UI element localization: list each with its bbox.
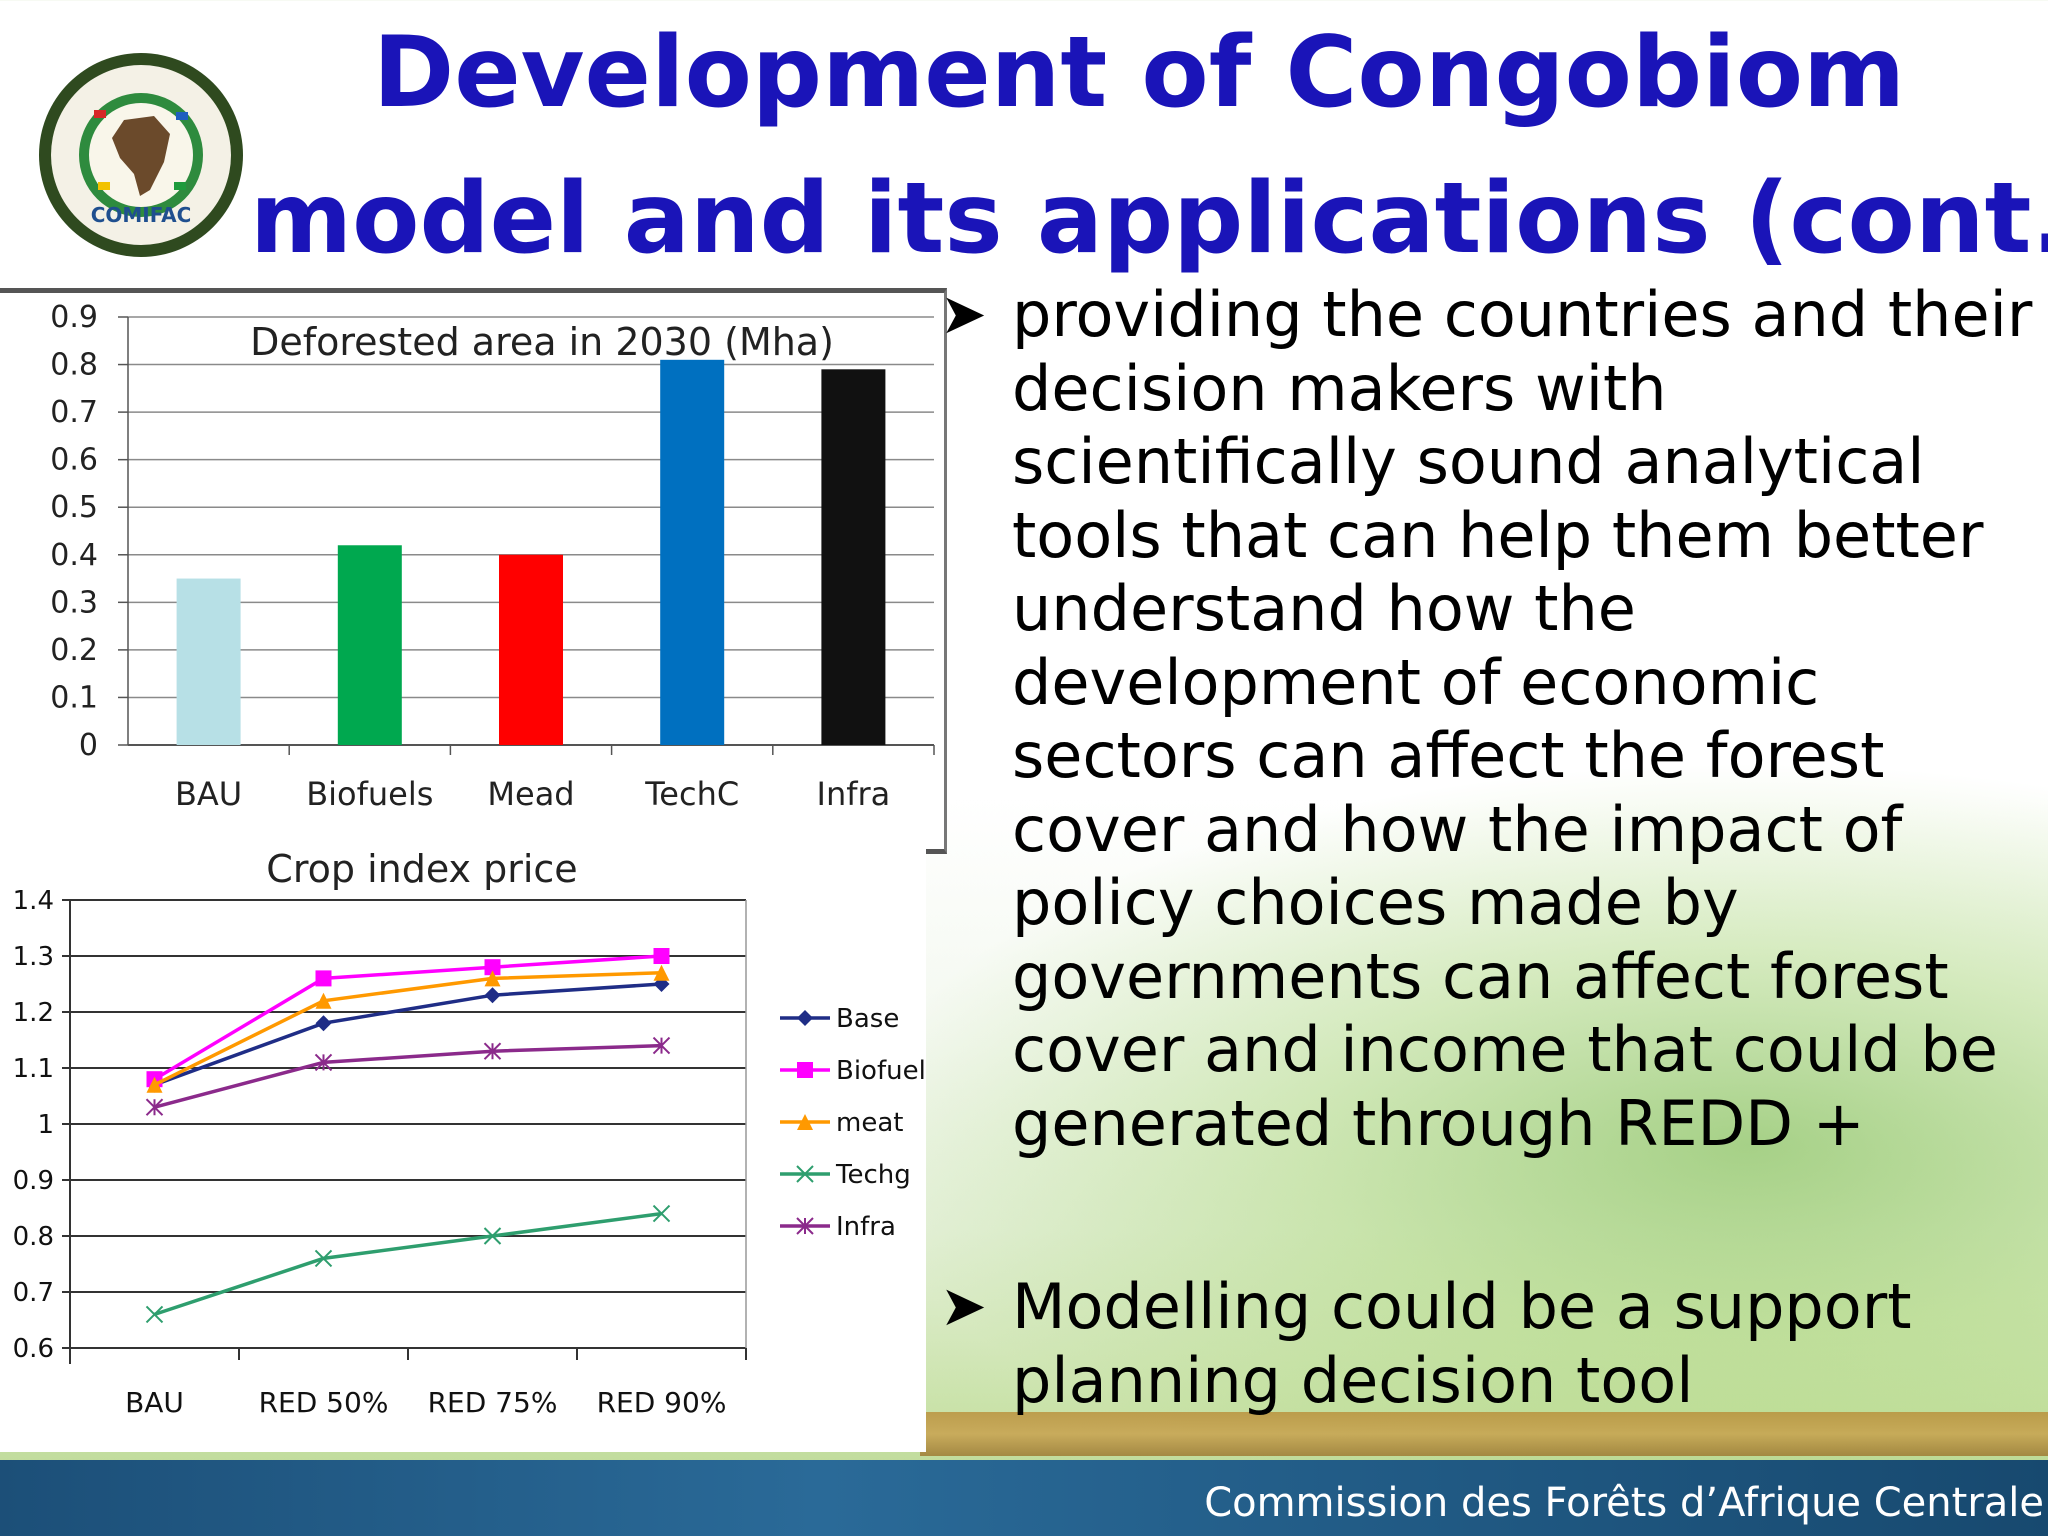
y-tick-label: 0.9	[50, 300, 98, 335]
bullet-list: ➤ providing the countries and their deci…	[940, 278, 2040, 1417]
bullet-text-2: Modelling could be a support planning de…	[1012, 1270, 1912, 1417]
y-tick-label: 1	[37, 1110, 54, 1140]
y-tick-label: 0.9	[13, 1166, 54, 1196]
x-tick-label: BAU	[125, 1386, 184, 1419]
y-tick-label: 1.3	[13, 942, 54, 972]
x-tick-label: Biofuels	[306, 775, 433, 813]
bullet-item-1: ➤ providing the countries and their deci…	[940, 278, 2040, 1160]
background-glow	[848, 760, 2048, 1460]
y-tick-label: 1.2	[13, 998, 54, 1028]
point-marker	[652, 1204, 671, 1223]
point-marker	[145, 1098, 164, 1116]
bar-mead	[499, 554, 563, 745]
point-marker	[484, 970, 501, 987]
y-tick-label: 0	[79, 728, 98, 763]
line-chart-title: Crop index price	[266, 847, 577, 891]
bar-biofuels	[337, 545, 402, 745]
y-tick-label: 0.2	[50, 633, 98, 668]
series-line-meat	[153, 971, 662, 1087]
footer-text: Commission des Forêts d’Afrique Centrale	[1204, 1480, 2044, 1526]
line-chart-panel: 0.6 0.7 0.8 0.9 1 1.1 1.2 1.3 1.4 BAU RED 50% RED 7…	[0, 846, 940, 1452]
legend-label-meat: meat	[836, 1108, 903, 1138]
bar-chart: 0 0.1 0.2 0.3 0.4 0.5 0.6 0.7 0.8 0.9 BAU Biofuels M…	[50, 300, 935, 813]
x-tick-label: RED 50%	[259, 1386, 389, 1419]
bar-infra	[821, 369, 886, 745]
y-tick-label: 0.7	[50, 395, 98, 430]
y-tick-label: 0.5	[50, 490, 98, 525]
legend-label-techg: Techg	[835, 1160, 911, 1190]
point-marker	[314, 1249, 333, 1268]
series-line-biofuels	[153, 954, 662, 1081]
point-marker	[314, 1053, 333, 1072]
point-marker	[484, 959, 501, 976]
y-tick-label: 0.6	[50, 443, 98, 478]
x-tick-label: BAU	[175, 775, 242, 813]
point-marker	[653, 948, 670, 964]
arrow-bullet-icon: ➤	[940, 1274, 987, 1339]
point-marker	[315, 970, 332, 987]
legend-label-base: Base	[836, 1004, 899, 1034]
x-tick-label: TechC	[644, 775, 739, 813]
y-tick-label: 1.4	[13, 886, 54, 916]
footer-bar: Commission des Forêts d’Afrique Centrale	[0, 1460, 2048, 1536]
point-marker	[652, 1036, 671, 1055]
point-marker	[483, 1227, 502, 1245]
series-line-techg	[153, 1211, 662, 1317]
y-tick-label: 1.1	[13, 1054, 54, 1084]
bullet-item-2: ➤ Modelling could be a support planning …	[940, 1270, 2040, 1417]
background-wood-strip	[920, 1412, 2048, 1456]
logo-text: COMIFAC	[91, 203, 192, 227]
point-marker	[796, 1165, 814, 1183]
point-marker	[145, 1305, 164, 1324]
bar-techc	[660, 359, 725, 745]
point-marker	[315, 1015, 332, 1032]
line-chart: 0.6 0.7 0.8 0.9 1 1.1 1.2 1.3 1.4 BAU RED 50% RED 7…	[13, 847, 940, 1419]
y-tick-label: 0.4	[50, 538, 98, 573]
y-tick-label: 0.6	[13, 1334, 54, 1364]
title-line-2: model and its applications (cont.)	[250, 162, 2048, 276]
arrow-bullet-icon: ➤	[940, 282, 987, 347]
x-tick-label: Infra	[817, 775, 891, 813]
point-marker	[315, 992, 332, 1009]
point-marker	[146, 1076, 163, 1093]
point-marker	[797, 1010, 813, 1026]
title-line-1: Development of Congobiom	[372, 16, 1906, 130]
x-tick-label: RED 75%	[428, 1386, 558, 1419]
bullet-text-1: providing the countries and their decisi…	[1012, 278, 2033, 1160]
x-tick-label: Mead	[487, 775, 574, 813]
comifac-logo-icon: COMIFAC	[39, 53, 243, 257]
bar-chart-panel: 0 0.1 0.2 0.3 0.4 0.5 0.6 0.7 0.8 0.9 BAU Biofuels M…	[0, 288, 947, 854]
x-tick-label: RED 90%	[597, 1386, 727, 1419]
point-marker	[483, 1042, 502, 1060]
y-tick-label: 0.3	[50, 585, 98, 620]
slide-title: Development of Congobiom model and its a…	[250, 0, 2048, 292]
y-tick-label: 0.8	[13, 1222, 54, 1252]
point-marker	[797, 1062, 813, 1078]
point-marker	[653, 964, 670, 981]
y-tick-label: 0.7	[13, 1278, 54, 1308]
point-marker	[797, 1114, 813, 1130]
bar-chart-title: Deforested area in 2030 (Mha)	[250, 320, 834, 364]
legend-label-biofuels: Biofuels	[836, 1056, 926, 1086]
point-marker	[796, 1217, 814, 1235]
series-line-infra	[154, 1043, 662, 1109]
bar-bau	[176, 578, 241, 745]
series-line-base	[153, 982, 662, 1087]
legend-label-infra: Infra	[836, 1212, 896, 1242]
y-tick-label: 0.1	[50, 680, 98, 715]
point-marker	[484, 987, 501, 1004]
y-tick-label: 0.8	[50, 348, 98, 383]
